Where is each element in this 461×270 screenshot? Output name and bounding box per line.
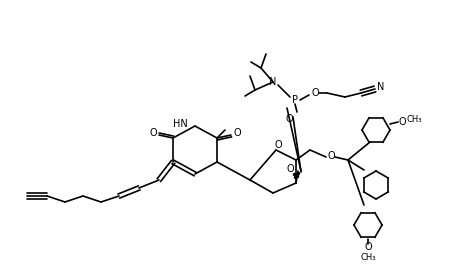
- Text: O: O: [364, 242, 372, 252]
- Text: O: O: [398, 117, 406, 127]
- Text: O: O: [311, 88, 319, 98]
- Text: O: O: [233, 128, 241, 138]
- Text: O: O: [285, 114, 293, 124]
- Text: O: O: [327, 151, 335, 161]
- Text: P: P: [292, 95, 298, 105]
- Text: N: N: [377, 82, 384, 92]
- Text: CH₃: CH₃: [406, 114, 422, 123]
- Text: O: O: [286, 164, 294, 174]
- Text: O: O: [149, 128, 157, 138]
- Text: HN: HN: [173, 119, 188, 129]
- Text: N: N: [269, 77, 277, 87]
- Text: CH₃: CH₃: [360, 252, 376, 262]
- Text: O: O: [274, 140, 282, 150]
